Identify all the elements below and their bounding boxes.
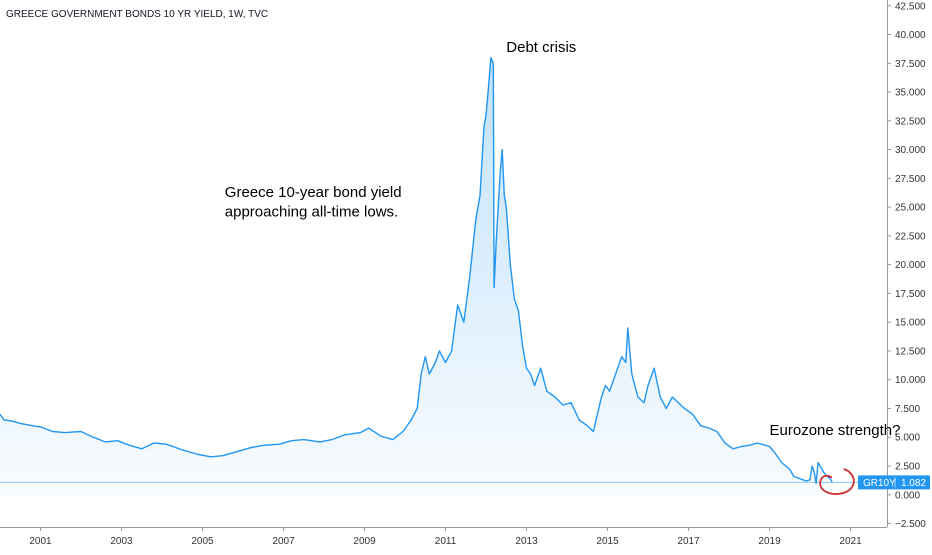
x-tick-label: 2011 — [435, 536, 457, 547]
last-value-badge — [858, 475, 930, 490]
x-tick-label: 2003 — [110, 536, 133, 547]
annotation-label: Eurozone strength? — [770, 422, 901, 439]
x-tick-label: 2005 — [191, 536, 214, 547]
y-tick-label: 7.500 — [895, 404, 920, 415]
y-tick-label: 25.000 — [895, 203, 926, 214]
x-tick-label: 2017 — [677, 536, 700, 547]
y-tick-label: 27.500 — [895, 174, 926, 185]
x-tick-label: 2009 — [353, 536, 376, 547]
y-tick-label: 32.500 — [895, 116, 926, 127]
x-tick-label: 2007 — [272, 536, 295, 547]
highlight-circle — [819, 468, 855, 495]
plot-area — [0, 56, 887, 495]
y-tick-label: 5.000 — [895, 433, 920, 444]
y-tick-label: 2.500 — [895, 462, 920, 473]
annotation-label: Greece 10-year bond yield — [225, 184, 402, 201]
y-tick-label: −2.500 — [895, 519, 926, 530]
y-tick-label: 40.000 — [895, 30, 926, 41]
x-tick-label: 2021 — [839, 536, 862, 547]
x-tick-label: 2001 — [29, 536, 52, 547]
y-tick-label: 20.000 — [895, 260, 926, 271]
annotation-label: approaching all-time lows. — [225, 203, 398, 220]
annotation-label: Debt crisis — [506, 39, 576, 56]
badge-symbol: GR10Y — [863, 478, 896, 489]
y-tick-label: 37.500 — [895, 59, 926, 70]
y-tick-label: 0.000 — [895, 490, 920, 501]
annotations: Debt crisis Greece 10-year bond yield appr… — [225, 39, 901, 495]
x-tick-label: 2015 — [596, 536, 619, 547]
y-tick-label: 15.000 — [895, 318, 926, 329]
badge-value: 1.082 — [901, 478, 926, 489]
series-line-0 — [0, 56, 833, 484]
y-tick-label: 35.000 — [895, 88, 926, 99]
chart-title: GREECE GOVERNMENT BONDS 10 YR YIELD, 1W,… — [6, 9, 268, 20]
y-tick-label: 22.500 — [895, 231, 926, 242]
x-tick-label: 2013 — [515, 536, 538, 547]
x-tick-label: 2019 — [758, 536, 781, 547]
y-tick-label: 42.500 — [895, 1, 926, 12]
series-area-0 — [0, 57, 833, 495]
y-tick-label: 30.000 — [895, 145, 926, 156]
y-tick-label: 17.500 — [895, 289, 926, 300]
y-tick-label: 10.000 — [895, 375, 926, 386]
y-tick-label: 12.500 — [895, 346, 926, 357]
